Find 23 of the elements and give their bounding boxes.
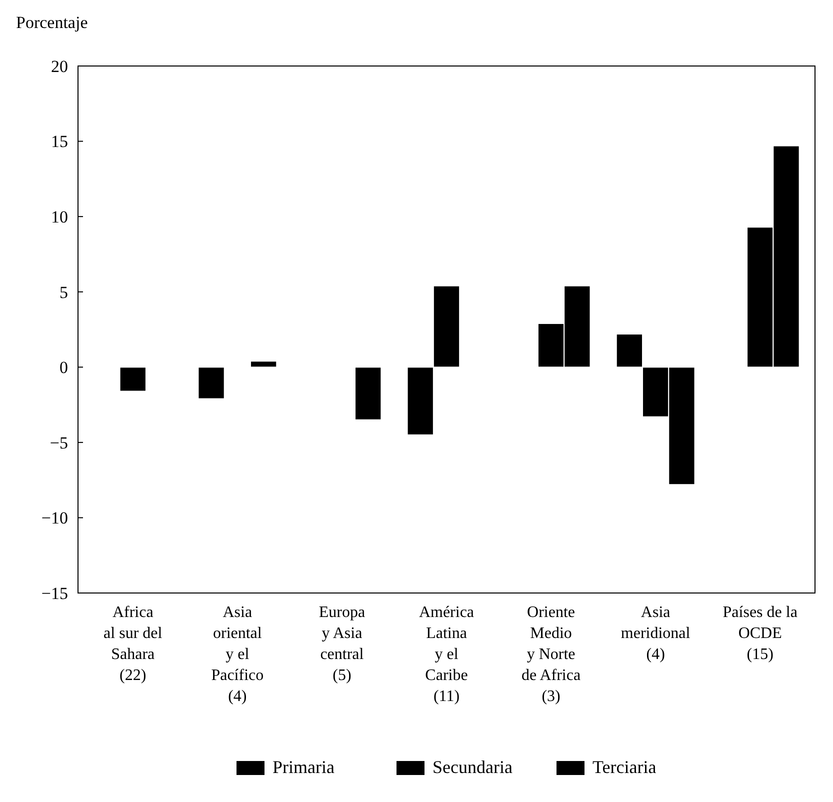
x-tick-label: Asia oriental y el Pacífico (4) <box>211 604 264 705</box>
y-tick-label: −5 <box>50 433 68 452</box>
x-tick-label: Asia meridional (4) <box>620 604 691 663</box>
y-axis-title: Porcentaje <box>16 13 88 32</box>
legend-label: Primaria <box>272 757 334 777</box>
y-tick-label: 15 <box>51 132 68 152</box>
bar <box>354 366 382 420</box>
y-tick-label: 0 <box>60 358 68 378</box>
x-tick-label: Países de la OCDE (15) <box>722 604 798 663</box>
x-tick-label: Oriente Medio y Norte de Africa (3) <box>522 604 581 705</box>
bar <box>198 366 225 400</box>
y-tick-label: −10 <box>41 508 68 528</box>
bar <box>250 360 278 368</box>
y-tick-label: −15 <box>41 584 68 603</box>
y-tick-label: 20 <box>51 56 68 76</box>
y-tick-label: 5 <box>60 282 68 302</box>
y-tick-label: 10 <box>51 208 68 227</box>
x-tick-label: América Latina y el Caribe (11) <box>418 604 474 705</box>
x-tick-label: Africa al sur del Sahara (22) <box>104 604 163 684</box>
x-tick-label: Europa y Asia central (5) <box>318 604 366 684</box>
bar <box>119 366 146 392</box>
legend-label: Secundaria <box>432 757 512 777</box>
legend-label: Terciaria <box>592 757 656 777</box>
